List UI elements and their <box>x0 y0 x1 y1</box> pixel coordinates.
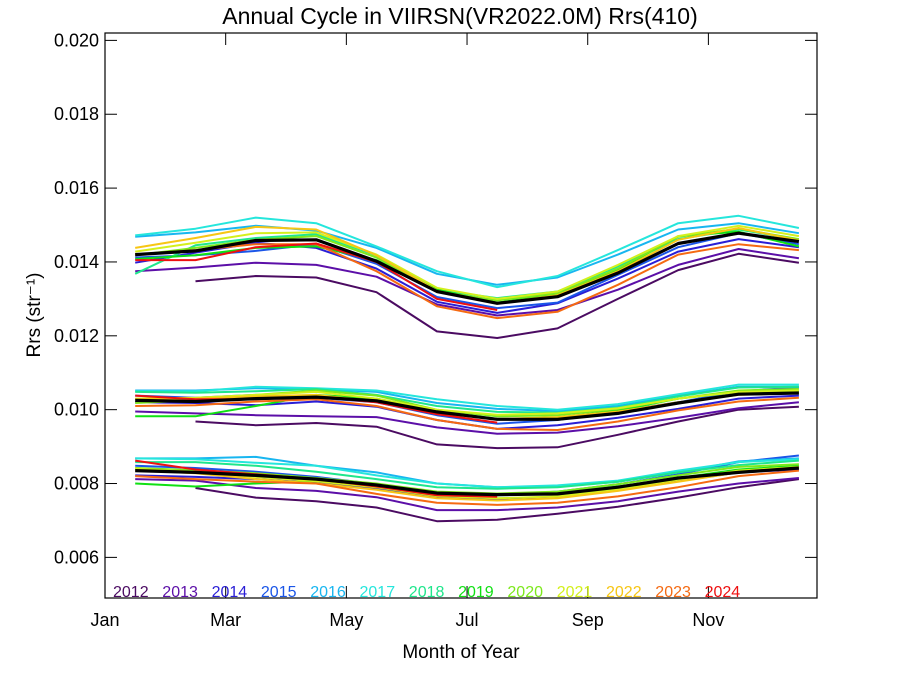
y-tick-label: 0.018 <box>54 104 99 124</box>
legend-item-2015: 2015 <box>261 584 297 601</box>
series-line-2012-group-2 <box>195 405 799 450</box>
series-line-2013-group-1 <box>135 248 800 317</box>
chart-title: Annual Cycle in VIIRSN(VR2022.0M) Rrs(41… <box>222 3 698 29</box>
legend-item-2013: 2013 <box>162 584 198 601</box>
series-line-2017-group-1 <box>135 214 800 289</box>
legend-item-2020: 2020 <box>507 584 543 601</box>
series-line-2017-group-3 <box>135 457 799 489</box>
x-axis-label: Month of Year <box>402 642 520 663</box>
legend-item-2022: 2022 <box>606 584 642 601</box>
legend-item-2014: 2014 <box>212 584 248 601</box>
mean-line-group-2 <box>135 391 799 421</box>
legend: 2012 2013 2014 2015 2016 2017 2018 2019 2020 2021… <box>113 584 740 601</box>
x-tick-label: Sep <box>572 610 604 630</box>
y-tick-label: 0.008 <box>54 474 99 494</box>
legend-item-2021: 2021 <box>557 584 593 601</box>
x-tick-label: May <box>329 610 363 630</box>
series-line-2021-group-2 <box>135 389 799 416</box>
y-tick-label: 0.006 <box>54 547 99 567</box>
series-line-2015-group-1 <box>135 232 800 310</box>
series-line-2018-group-3 <box>135 459 799 490</box>
series-line-2013-group-2 <box>135 401 799 435</box>
y-tick-label: 0.016 <box>54 178 99 198</box>
series-line-2022-group-3 <box>135 467 799 502</box>
y-tick-labels: 0.006 0.008 0.010 0.012 0.014 0.016 0.018 0.020 <box>54 30 99 567</box>
mean-line-group-3 <box>135 466 800 497</box>
series-line-2018-group-2 <box>135 385 799 414</box>
mean-line-group-1 <box>135 231 800 305</box>
x-tick-label: Nov <box>692 610 724 630</box>
plot-frame <box>104 32 818 599</box>
legend-item-2018: 2018 <box>409 584 445 601</box>
legend-item-2016: 2016 <box>310 584 346 601</box>
series-line-2017-group-2 <box>135 383 799 411</box>
legend-item-2024: 2024 <box>705 584 741 601</box>
series-line-2013-group-3 <box>135 477 799 512</box>
series-line-2023-group-2 <box>135 396 799 431</box>
legend-item-2012: 2012 <box>113 584 149 601</box>
legend-item-2017: 2017 <box>360 584 396 601</box>
x-tick-label: Jul <box>456 610 479 630</box>
series-line-2021-group-1 <box>135 224 800 300</box>
series-line-2024-group-1 <box>135 242 498 311</box>
series-line-2012-group-1 <box>195 252 800 339</box>
series-line-2023-group-3 <box>135 469 799 506</box>
series-line-2023-group-1 <box>135 243 799 320</box>
axis-ticks <box>104 33 817 598</box>
legend-item-2019: 2019 <box>458 584 494 601</box>
y-tick-label: 0.014 <box>54 252 99 272</box>
y-axis-label: Rrs (str⁻¹) <box>24 273 45 358</box>
y-tick-label: 0.012 <box>54 326 99 346</box>
x-tick-label: Jan <box>90 610 119 630</box>
x-tick-labels: Jan Mar May Jul Sep Nov <box>90 610 724 630</box>
x-tick-label: Mar <box>210 610 241 630</box>
y-tick-label: 0.010 <box>54 400 99 420</box>
mean-lines <box>135 231 800 497</box>
legend-item-2023: 2023 <box>655 584 691 601</box>
series-line-2012-group-3 <box>195 478 800 523</box>
y-tick-label: 0.020 <box>54 30 99 50</box>
